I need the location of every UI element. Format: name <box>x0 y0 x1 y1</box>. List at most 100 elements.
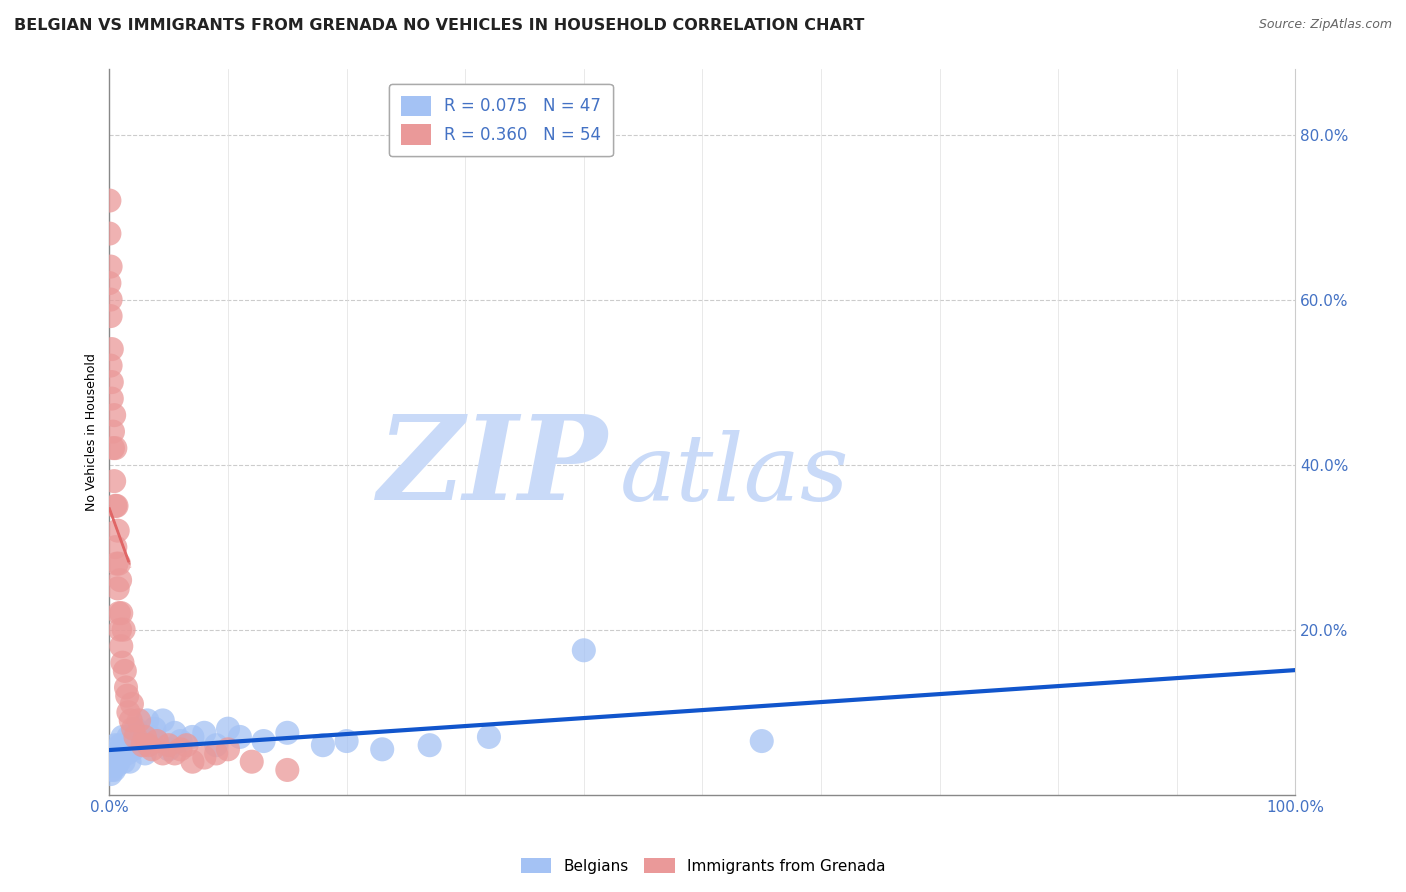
Point <box>122 742 145 756</box>
Point <box>229 730 252 744</box>
Point <box>100 260 122 274</box>
Point <box>176 738 198 752</box>
Point <box>122 722 145 736</box>
Text: atlas: atlas <box>620 430 849 520</box>
Point <box>169 742 191 756</box>
Point <box>276 726 298 740</box>
Point <box>115 681 138 695</box>
Legend: R = 0.075   N = 47, R = 0.360   N = 54: R = 0.075 N = 47, R = 0.360 N = 54 <box>389 84 613 156</box>
Point <box>131 730 153 744</box>
Point <box>101 342 124 356</box>
Point <box>152 747 174 761</box>
Point <box>108 573 131 587</box>
Point <box>108 557 131 571</box>
Point <box>751 734 773 748</box>
Point <box>478 730 501 744</box>
Point <box>146 734 169 748</box>
Point <box>120 738 142 752</box>
Point <box>181 755 204 769</box>
Point <box>100 309 122 323</box>
Point <box>193 726 215 740</box>
Point <box>107 582 129 596</box>
Point <box>336 734 359 748</box>
Point <box>117 705 139 719</box>
Point <box>419 738 441 752</box>
Point <box>112 623 135 637</box>
Point <box>240 755 263 769</box>
Point <box>141 742 163 756</box>
Point <box>128 714 150 728</box>
Text: BELGIAN VS IMMIGRANTS FROM GRENADA NO VEHICLES IN HOUSEHOLD CORRELATION CHART: BELGIAN VS IMMIGRANTS FROM GRENADA NO VE… <box>14 18 865 33</box>
Point <box>134 747 156 761</box>
Point <box>112 755 135 769</box>
Point <box>101 763 124 777</box>
Point <box>101 755 124 769</box>
Legend: Belgians, Immigrants from Grenada: Belgians, Immigrants from Grenada <box>515 852 891 880</box>
Point <box>157 738 180 752</box>
Point <box>193 750 215 764</box>
Point <box>152 714 174 728</box>
Point <box>108 606 131 620</box>
Point <box>104 499 127 513</box>
Point <box>110 639 132 653</box>
Text: ZIP: ZIP <box>377 410 607 525</box>
Point <box>105 499 128 513</box>
Point <box>169 734 191 748</box>
Point <box>111 730 134 744</box>
Point <box>157 742 180 756</box>
Point <box>163 726 186 740</box>
Point <box>104 755 127 769</box>
Point <box>371 742 394 756</box>
Point <box>101 425 124 439</box>
Point <box>276 763 298 777</box>
Point <box>163 747 186 761</box>
Point <box>98 227 121 241</box>
Point <box>101 441 124 455</box>
Point <box>104 540 127 554</box>
Point <box>136 714 159 728</box>
Point <box>100 293 122 307</box>
Point <box>205 747 228 761</box>
Point <box>134 730 156 744</box>
Point <box>103 763 125 777</box>
Y-axis label: No Vehicles in Household: No Vehicles in Household <box>86 352 98 510</box>
Point <box>124 722 146 736</box>
Point <box>100 359 122 373</box>
Point <box>312 738 335 752</box>
Point <box>107 747 129 761</box>
Point <box>128 738 150 752</box>
Point <box>117 730 139 744</box>
Point <box>98 194 121 208</box>
Point <box>110 606 132 620</box>
Point <box>101 759 124 773</box>
Point <box>114 738 136 752</box>
Point <box>217 742 239 756</box>
Point <box>139 730 162 744</box>
Point <box>121 697 143 711</box>
Point <box>100 767 122 781</box>
Point <box>105 759 128 773</box>
Point <box>98 276 121 290</box>
Point <box>103 408 125 422</box>
Point <box>107 524 129 538</box>
Point <box>138 738 160 752</box>
Point <box>131 738 153 752</box>
Point <box>143 722 166 736</box>
Point <box>181 730 204 744</box>
Point <box>115 689 138 703</box>
Point <box>111 656 134 670</box>
Text: Source: ZipAtlas.com: Source: ZipAtlas.com <box>1258 18 1392 31</box>
Point <box>104 441 127 455</box>
Point <box>115 747 138 761</box>
Point <box>110 747 132 761</box>
Point <box>108 738 131 752</box>
Point <box>217 722 239 736</box>
Point <box>104 738 127 752</box>
Point <box>101 747 124 761</box>
Point <box>118 755 141 769</box>
Point <box>105 557 128 571</box>
Point <box>108 755 131 769</box>
Point <box>572 643 595 657</box>
Point <box>124 730 146 744</box>
Point <box>252 734 274 748</box>
